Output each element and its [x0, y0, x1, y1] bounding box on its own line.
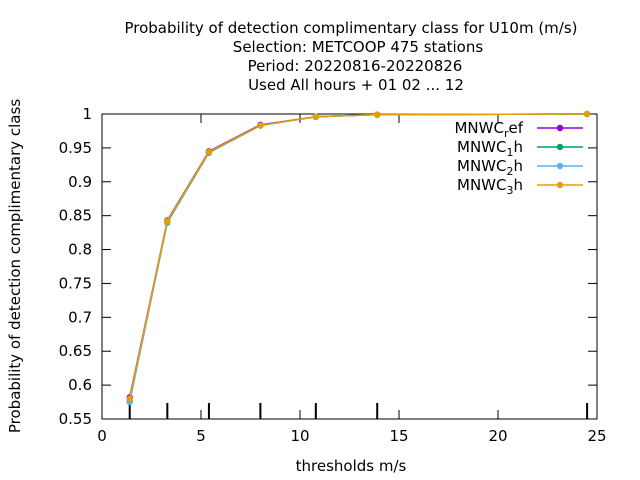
data-point — [126, 395, 133, 402]
legend-label-base: MNWC — [457, 157, 506, 175]
y-tick-label: 0.9 — [68, 173, 92, 191]
plot-series — [126, 110, 591, 406]
chart-title: Probability of detection complimentary c… — [124, 19, 577, 94]
legend-label-subscript: r — [504, 127, 509, 140]
x-tick-label: 25 — [587, 427, 606, 445]
plot-border — [101, 113, 598, 420]
legend-label-tail: h — [513, 157, 523, 175]
title-line-3: Period: 20220816-20220826 — [248, 57, 463, 75]
x-tick-label: 10 — [290, 427, 309, 445]
legend-item-4: MNWC3h — [457, 176, 583, 197]
y-tick-label: 0.85 — [59, 207, 92, 225]
legend-label: MNWCref — [454, 119, 523, 140]
x-tick-label: 20 — [488, 427, 507, 445]
axes: 0 5 10 15 20 25 0.55 0.6 0.65 0.7 0.75 0.8 0.85 0.9 0.… — [59, 105, 607, 445]
legend-label-tail: h — [513, 138, 523, 156]
title-line-1: Probability of detection complimentary c… — [124, 19, 577, 37]
legend-label-tail: ef — [508, 119, 523, 137]
data-point — [205, 148, 213, 156]
series-4 — [126, 110, 591, 402]
data-point — [583, 110, 591, 118]
title-line-4: Used All hours + 01 02 ... 12 — [248, 76, 464, 94]
legend-label-base: MNWC — [454, 119, 503, 137]
y-tick-label: 0.75 — [59, 274, 92, 292]
legend-swatch-point — [556, 181, 564, 189]
y-tick-label: 0.55 — [59, 410, 92, 428]
legend-label-subscript: 2 — [506, 165, 513, 178]
legend-swatch-point — [556, 143, 564, 151]
data-point — [164, 217, 171, 225]
x-tick-label: 0 — [97, 427, 107, 445]
y-tick-label: 0.6 — [68, 376, 92, 394]
data-point — [374, 111, 381, 118]
legend-item-1: MNWCref — [454, 119, 583, 140]
x-tick-label: 15 — [389, 427, 408, 445]
y-tick-label: 0.7 — [68, 308, 92, 326]
y-tick-label: 0.8 — [68, 241, 92, 259]
x-tick-label: 5 — [196, 427, 206, 445]
y-tick-label: 0.95 — [59, 139, 92, 157]
legend-label: MNWC3h — [457, 176, 523, 197]
legend-label-subscript: 1 — [506, 146, 513, 159]
legend-swatch-point — [556, 162, 564, 170]
legend-swatch-point — [556, 124, 564, 132]
title-line-2: Selection: METCOOP 475 stations — [233, 38, 484, 56]
legend-item-3: MNWC2h — [457, 157, 583, 178]
y-tick-label: 0.65 — [59, 342, 92, 360]
legend-label: MNWC1h — [457, 138, 523, 159]
legend-label-subscript: 3 — [506, 184, 513, 197]
y-axis-label: Probability of detection complimentary c… — [6, 99, 24, 433]
data-point — [312, 113, 320, 120]
y-tick-label: 1 — [82, 105, 92, 123]
legend-label-tail: h — [513, 176, 523, 194]
legend-label-base: MNWC — [457, 176, 506, 194]
data-point — [257, 122, 264, 129]
legend-item-2: MNWC1h — [457, 138, 583, 159]
legend-label-base: MNWC — [457, 138, 506, 156]
x-axis-label: thresholds m/s — [296, 457, 407, 475]
legend-label: MNWC2h — [457, 157, 523, 178]
